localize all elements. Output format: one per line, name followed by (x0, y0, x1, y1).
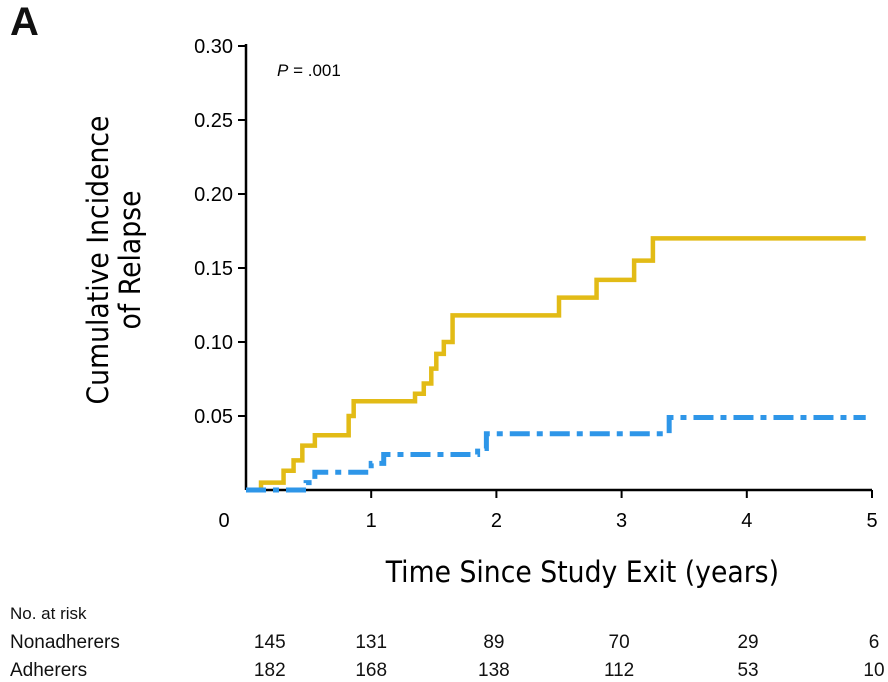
y-axis-label-line: of Relapse (113, 191, 147, 330)
panel-label: A (10, 0, 39, 44)
x-axis-label: Time Since Study Exit (years) (385, 555, 779, 589)
y-tick-label: 0.30 (194, 36, 233, 58)
x-tick-label: 4 (741, 510, 752, 532)
series-layer (246, 236, 866, 493)
x-tick-label: 5 (866, 510, 877, 532)
axes: 0.05 0.10 0.15 0.20 0.25 0.30 0 1 2 3 4 5 (194, 36, 878, 532)
p-value-annotation: P = .001 (277, 61, 341, 80)
y-tick-label: 0.25 (194, 110, 233, 132)
y-tick-label: 0.15 (194, 258, 233, 280)
series-line-1 (246, 414, 866, 493)
y-axis-label-line: Cumulative Incidence (81, 116, 115, 405)
x-tick-label: 0 (218, 510, 229, 532)
y-tick-label: 0.05 (194, 406, 233, 428)
y-tick-label: 0.10 (194, 332, 233, 354)
x-tick-label: 1 (366, 510, 377, 532)
p-value-rest: = .001 (288, 61, 340, 80)
y-tick-label: 0.20 (194, 184, 233, 206)
series-line-0 (256, 236, 866, 493)
p-value-italic: P (277, 61, 289, 80)
x-tick-label: 3 (616, 510, 627, 532)
x-tick-label: 2 (491, 510, 502, 532)
